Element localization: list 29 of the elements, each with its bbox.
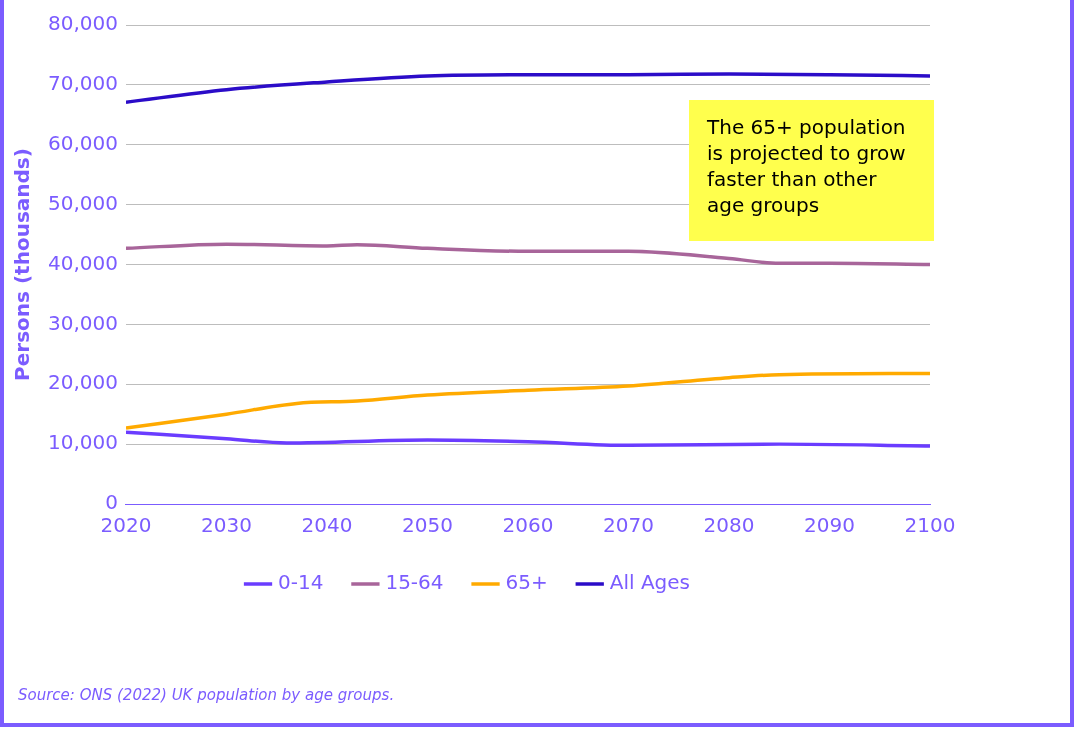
line-series [125, 371, 930, 430]
y-tick-label: 50,000 [48, 190, 118, 215]
x-tick-label: 2020 [100, 513, 152, 538]
x-tick-label: 2030 [201, 513, 252, 538]
line-series [125, 242, 930, 267]
line-series [125, 430, 930, 448]
y-tick-label: 80,000 [48, 11, 118, 36]
y-tick-label: 60,000 [48, 130, 118, 155]
annotation: The 65+ population is projected to grow faster than other age groups [689, 100, 934, 241]
legend-label: 0-14 [278, 570, 324, 595]
legend-label: 65+ [505, 570, 548, 595]
y-tick-label: 40,000 [48, 250, 118, 275]
x-tick-label: 2040 [301, 513, 353, 538]
x-tick-label: 2080 [703, 513, 755, 538]
line-series [125, 72, 930, 104]
source-note: Source: ONS (2022) UK population by age groups. [18, 686, 395, 704]
y-tick-label: 30,000 [48, 310, 118, 335]
x-tick-label: 2060 [502, 513, 554, 538]
y-axis-title: Persons (thousands) [10, 148, 35, 381]
x-tick-label: 2090 [804, 513, 855, 538]
y-tick-label: 0 [105, 490, 118, 515]
y-tick-label: 10,000 [48, 430, 118, 455]
x-tick-label: 2070 [603, 513, 654, 538]
y-tick-label: 20,000 [48, 370, 118, 395]
x-tick-label: 2050 [402, 513, 453, 538]
x-tick-label: 2100 [904, 513, 956, 538]
legend-label: All Ages [609, 570, 690, 595]
y-tick-label: 70,000 [48, 71, 118, 96]
legend-label: 15-64 [385, 570, 444, 595]
